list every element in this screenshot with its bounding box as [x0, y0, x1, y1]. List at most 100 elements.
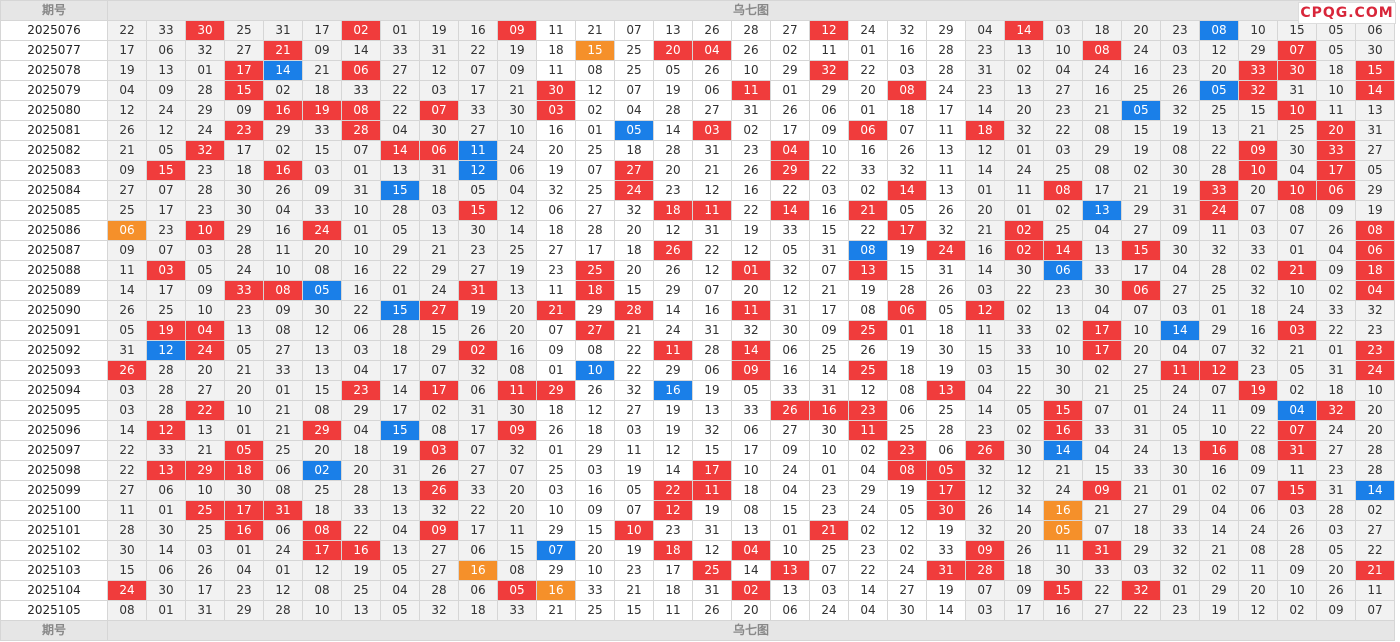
- number-cell: 04: [1082, 300, 1122, 321]
- number-cell: 08: [419, 420, 459, 441]
- number-cell: 21: [185, 440, 225, 461]
- number-cell: 07: [809, 560, 849, 581]
- highlighted-number-cell: 23: [224, 120, 264, 141]
- number-cell: 02: [848, 440, 888, 461]
- number-cell: 33: [848, 160, 888, 181]
- number-cell: 23: [185, 160, 225, 181]
- number-cell: 23: [965, 420, 1005, 441]
- number-cell: 15: [419, 320, 459, 341]
- number-cell: 19: [380, 440, 420, 461]
- number-cell: 07: [1082, 400, 1122, 421]
- number-cell: 22: [1238, 420, 1278, 441]
- number-cell: 22: [848, 220, 888, 241]
- number-cell: 05: [380, 220, 420, 241]
- number-cell: 13: [926, 180, 966, 201]
- number-cell: 25: [146, 300, 186, 321]
- issue-number: 2025081: [0, 120, 108, 141]
- table-row: 2025102 30 14 03 01 24 17 16 13 27 06 15 07 20 19 18 12 0…: [0, 540, 1395, 561]
- number-cell: 03: [185, 540, 225, 561]
- number-cell: 22: [848, 560, 888, 581]
- number-cell: 32: [614, 200, 654, 221]
- number-cell: 09: [497, 60, 537, 81]
- number-cell: 23: [731, 140, 771, 161]
- highlighted-number-cell: 04: [770, 140, 810, 161]
- number-cell: 19: [848, 280, 888, 301]
- highlighted-number-cell: 06: [419, 140, 459, 161]
- highlighted-number-cell: 21: [809, 520, 849, 541]
- highlighted-number-cell: 21: [1355, 560, 1395, 581]
- number-cell: 24: [146, 100, 186, 121]
- number-cell: 12: [575, 400, 615, 421]
- number-cell: 06: [458, 580, 498, 601]
- highlighted-number-cell: 05: [1043, 520, 1083, 541]
- number-cell: 22: [614, 340, 654, 361]
- number-cell: 15: [497, 540, 537, 561]
- highlighted-number-cell: 14: [1160, 320, 1200, 341]
- highlighted-number-cell: 25: [848, 360, 888, 381]
- highlighted-number-cell: 11: [1160, 360, 1200, 381]
- highlighted-number-cell: 02: [341, 20, 381, 41]
- number-cell: 21: [1199, 540, 1239, 561]
- number-cell: 19: [653, 400, 693, 421]
- highlighted-number-cell: 16: [1043, 500, 1083, 521]
- highlighted-number-cell: 15: [1043, 580, 1083, 601]
- number-cell: 15: [614, 280, 654, 301]
- highlighted-number-cell: 12: [458, 160, 498, 181]
- number-cell: 29: [1355, 180, 1395, 201]
- highlighted-number-cell: 15: [458, 200, 498, 221]
- number-cell: 33: [1238, 240, 1278, 261]
- highlighted-number-cell: 07: [419, 100, 459, 121]
- site-logo[interactable]: CPQG.COM: [1298, 2, 1396, 24]
- number-cell: 29: [653, 360, 693, 381]
- number-cell: 23: [1160, 20, 1200, 41]
- table-row: 2025084 27 07 28 30 26 09 31 15 18 05 04 32 25 24 23 12 1…: [0, 180, 1395, 201]
- highlighted-number-cell: 16: [809, 400, 849, 421]
- highlighted-number-cell: 05: [497, 580, 537, 601]
- number-cell: 07: [1121, 300, 1161, 321]
- highlighted-number-cell: 01: [731, 260, 771, 281]
- number-cell: 12: [1199, 40, 1239, 61]
- number-cell: 29: [185, 100, 225, 121]
- number-cell: 15: [965, 340, 1005, 361]
- number-cell: 14: [965, 160, 1005, 181]
- table-row: 2025088 11 03 05 24 10 08 16 22 29 27 19 23 25 20 26 12 0…: [0, 260, 1395, 281]
- number-cell: 08: [887, 380, 927, 401]
- number-cell: 33: [458, 100, 498, 121]
- number-cell: 07: [497, 460, 537, 481]
- number-cell: 11: [263, 240, 303, 261]
- number-cell: 23: [146, 220, 186, 241]
- number-cell: 10: [1043, 340, 1083, 361]
- number-cell: 18: [419, 180, 459, 201]
- number-cell: 18: [302, 80, 342, 101]
- number-cell: 18: [224, 160, 264, 181]
- number-cell: 14: [809, 360, 849, 381]
- highlighted-number-cell: 16: [653, 380, 693, 401]
- number-cell: 03: [419, 80, 459, 101]
- number-cell: 26: [1316, 220, 1356, 241]
- number-cell: 04: [497, 180, 537, 201]
- number-cell: 31: [692, 520, 732, 541]
- number-cell: 11: [809, 40, 849, 61]
- number-cell: 07: [887, 120, 927, 141]
- number-cell: 27: [692, 100, 732, 121]
- footer-row-issue-label: 期号: [0, 620, 108, 641]
- number-cell: 03: [107, 380, 147, 401]
- number-cell: 33: [731, 400, 771, 421]
- number-cell: 20: [1121, 20, 1161, 41]
- number-cell: 12: [107, 100, 147, 121]
- number-cell: 20: [614, 220, 654, 241]
- number-cell: 02: [1004, 60, 1044, 81]
- highlighted-number-cell: 15: [1043, 400, 1083, 421]
- number-cell: 26: [1277, 520, 1317, 541]
- number-cell: 27: [1160, 280, 1200, 301]
- number-cell: 27: [575, 200, 615, 221]
- number-cell: 31: [809, 380, 849, 401]
- number-cell: 08: [1238, 540, 1278, 561]
- number-cell: 22: [1004, 380, 1044, 401]
- table-row: 2025096 14 12 13 01 21 29 04 15 08 17 09 26 18 03 19 32 0…: [0, 420, 1395, 441]
- number-cell: 01: [1004, 140, 1044, 161]
- number-cell: 09: [575, 500, 615, 521]
- number-cell: 14: [1199, 520, 1239, 541]
- highlighted-number-cell: 15: [380, 420, 420, 441]
- number-cell: 16: [1238, 320, 1278, 341]
